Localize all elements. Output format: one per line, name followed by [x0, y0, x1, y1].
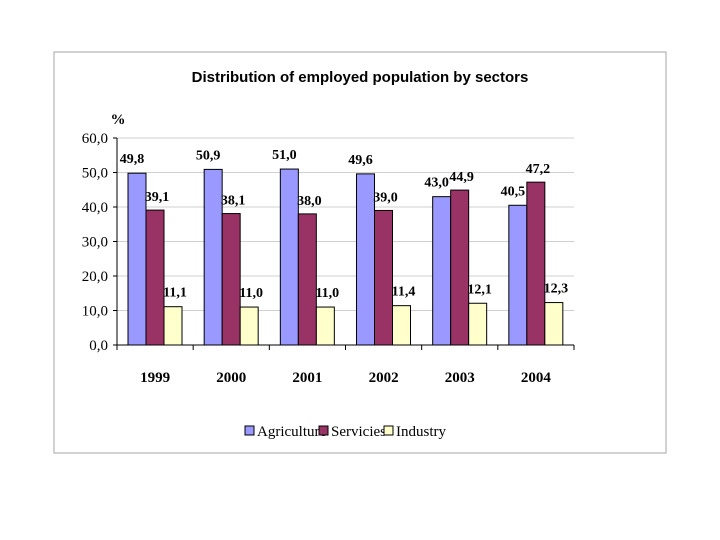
bar-agriculture — [203, 168, 223, 346]
bar-servicies — [297, 213, 317, 346]
y-tick-label: 20,0 — [82, 269, 108, 285]
legend: Agriculture Servicies Industry — [244, 424, 446, 440]
data-label: 47,2 — [526, 162, 551, 177]
legend-swatch-servicies — [318, 425, 329, 436]
y-tick-label: 40,0 — [82, 200, 108, 216]
y-axis-label: % — [111, 112, 126, 128]
x-tick-label: 2004 — [521, 370, 552, 386]
y-tick-label: 10,0 — [82, 304, 108, 320]
bar-agriculture — [508, 204, 528, 346]
bar-agriculture — [432, 196, 452, 346]
bar-servicies — [450, 189, 470, 346]
data-label: 39,1 — [145, 190, 170, 205]
x-tick-label: 1999 — [140, 370, 170, 386]
bar-industry — [239, 306, 259, 346]
bars — [127, 168, 564, 346]
legend-swatch-agriculture — [244, 425, 255, 436]
data-labels: 49,8 50,9 51,0 49,6 43,0 40,5 39,1 38,1 38,0 39,0… — [120, 148, 568, 301]
data-label: 49,8 — [120, 152, 145, 167]
y-tick-label: 60,0 — [82, 131, 108, 147]
bar-agriculture — [127, 172, 147, 346]
y-tick-label: 30,0 — [82, 235, 108, 251]
legend-label-servicies: Servicies — [331, 424, 386, 440]
legend-label-agriculture: Agriculture — [257, 424, 326, 440]
chart-title: Distribution of employed population by s… — [192, 69, 529, 86]
bar-agriculture — [356, 173, 375, 346]
data-label: 51,0 — [272, 148, 297, 163]
data-label: 12,1 — [467, 282, 492, 297]
y-tick-label: 0,0 — [89, 338, 108, 354]
bar-servicies — [145, 209, 165, 346]
bar-industry — [544, 302, 564, 346]
bar-industry — [315, 306, 335, 346]
data-label: 11,4 — [392, 285, 416, 300]
bar-industry — [468, 302, 488, 346]
data-label: 38,0 — [297, 194, 322, 209]
data-label: 50,9 — [196, 148, 221, 163]
bar-industry — [392, 305, 411, 346]
bar-servicies — [526, 181, 546, 346]
data-label: 44,9 — [449, 170, 474, 185]
data-label: 40,5 — [501, 184, 526, 199]
gridlines — [117, 137, 574, 311]
bar-servicies — [374, 209, 393, 346]
data-label: 11,1 — [163, 286, 187, 301]
legend-swatch-industry — [383, 425, 394, 436]
x-tick-label: 2002 — [369, 370, 399, 386]
data-label: 39,0 — [373, 190, 398, 205]
x-tick-label: 2001 — [292, 370, 322, 386]
axes: 0,0 10,0 20,0 30,0 40,0 50,0 60,0 1999 2000 2001 2… — [82, 131, 575, 386]
x-tick-label: 2003 — [445, 370, 475, 386]
data-label: 43,0 — [424, 176, 449, 191]
data-label: 11,0 — [315, 286, 339, 301]
data-label: 11,0 — [239, 286, 263, 301]
data-label: 49,6 — [348, 153, 373, 168]
bar-servicies — [221, 213, 241, 346]
legend-label-industry: Industry — [396, 424, 446, 440]
bar-industry — [163, 306, 183, 346]
y-tick-label: 50,0 — [82, 166, 108, 182]
x-tick-label: 2000 — [216, 370, 246, 386]
data-label: 38,1 — [221, 194, 246, 209]
bar-agriculture — [279, 168, 299, 346]
data-label: 12,3 — [544, 282, 569, 297]
